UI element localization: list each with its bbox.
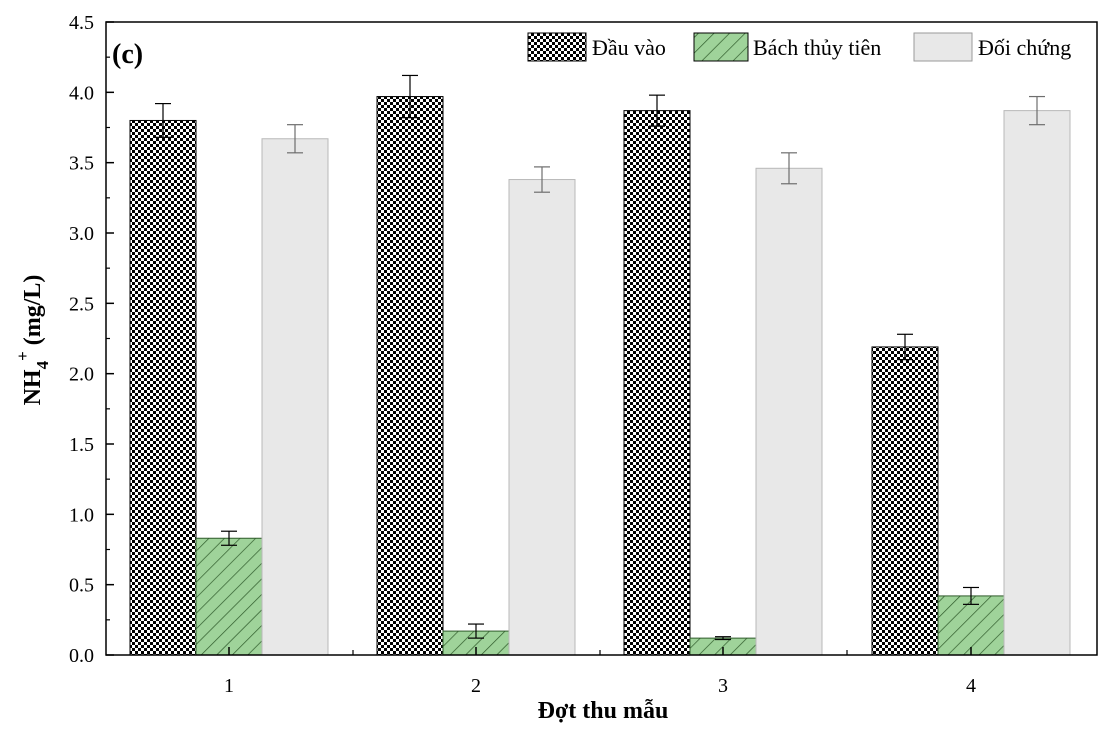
error-bar-s1-c2 bbox=[402, 74, 418, 119]
legend-label-dau-vao: Đầu vào bbox=[592, 35, 666, 60]
bar-s3-c4 bbox=[1003, 110, 1071, 656]
y-tick-label: 3.5 bbox=[69, 153, 94, 175]
error-bar-s3-c4 bbox=[1029, 95, 1045, 126]
y-tick-label: 4.0 bbox=[69, 82, 94, 104]
x-tick-label: 3 bbox=[718, 675, 728, 697]
error-bar-s3-c2 bbox=[534, 166, 550, 193]
bar-s3-c2 bbox=[508, 179, 576, 656]
y-tick-label: 1.0 bbox=[69, 504, 94, 526]
x-tick-label: 4 bbox=[966, 675, 976, 697]
error-bar-s2-c1 bbox=[221, 530, 237, 546]
y-tick-label: 2.0 bbox=[69, 364, 94, 386]
legend-swatch-dau-vao bbox=[527, 32, 587, 62]
error-bar-s1-c1 bbox=[155, 102, 171, 138]
legend-swatch-bach-thuy-tien bbox=[693, 32, 749, 62]
error-bar-s2-c3 bbox=[715, 636, 731, 641]
bar-s1-c4 bbox=[871, 346, 939, 656]
y-tick-label: 1.5 bbox=[69, 434, 94, 456]
bar-s2-c1 bbox=[195, 537, 263, 656]
error-bar-s1-c4 bbox=[897, 333, 913, 361]
legend-swatch-doi-chung bbox=[913, 32, 973, 62]
error-bar-s3-c1 bbox=[287, 124, 303, 154]
bars-layer bbox=[129, 96, 1071, 656]
legend-label-bach-thuy-tien: Bách thủy tiên bbox=[753, 35, 881, 60]
axes-layer: 0.0 0.5 1.0 1.5 2.0 2.5 3.0 3.5 4.0 4.5 1 2 3 4 bbox=[69, 12, 1098, 697]
bar-s1-c1 bbox=[129, 119, 197, 656]
y-axis-title-unit: (mg/L) bbox=[20, 275, 46, 352]
error-bar-s3-c3 bbox=[781, 152, 797, 185]
y-axis-title-base: NH bbox=[20, 369, 46, 405]
y-tick-label: 0.5 bbox=[69, 575, 94, 597]
error-bar-s1-c3 bbox=[649, 94, 665, 127]
legend-label-doi-chung: Đối chứng bbox=[978, 35, 1071, 60]
x-axis-title: Đợt thu mẫu bbox=[538, 698, 669, 724]
x-tick-label: 1 bbox=[224, 675, 234, 697]
error-bar-s2-c2 bbox=[468, 623, 484, 639]
panel-label: (c) bbox=[112, 39, 143, 70]
y-tick-label: 4.5 bbox=[69, 12, 94, 34]
y-axis-title-sub: 4 bbox=[33, 360, 52, 369]
error-bars-layer bbox=[155, 74, 1045, 641]
y-axis-title: NH4+ (mg/L) bbox=[13, 275, 52, 406]
y-tick-label: 0.0 bbox=[69, 645, 94, 667]
error-bar-s2-c4 bbox=[963, 586, 979, 605]
x-tick-label: 2 bbox=[471, 675, 481, 697]
legend: Đầu vào Bách thủy tiên Đối chứng bbox=[527, 32, 1071, 62]
bar-s1-c3 bbox=[623, 110, 691, 656]
bar-s3-c3 bbox=[755, 167, 823, 656]
bar-s3-c1 bbox=[261, 138, 329, 656]
y-tick-label: 3.0 bbox=[69, 223, 94, 245]
y-tick-label: 2.5 bbox=[69, 293, 94, 315]
bar-s1-c2 bbox=[376, 96, 444, 656]
y-axis-title-sup: + bbox=[13, 351, 32, 361]
